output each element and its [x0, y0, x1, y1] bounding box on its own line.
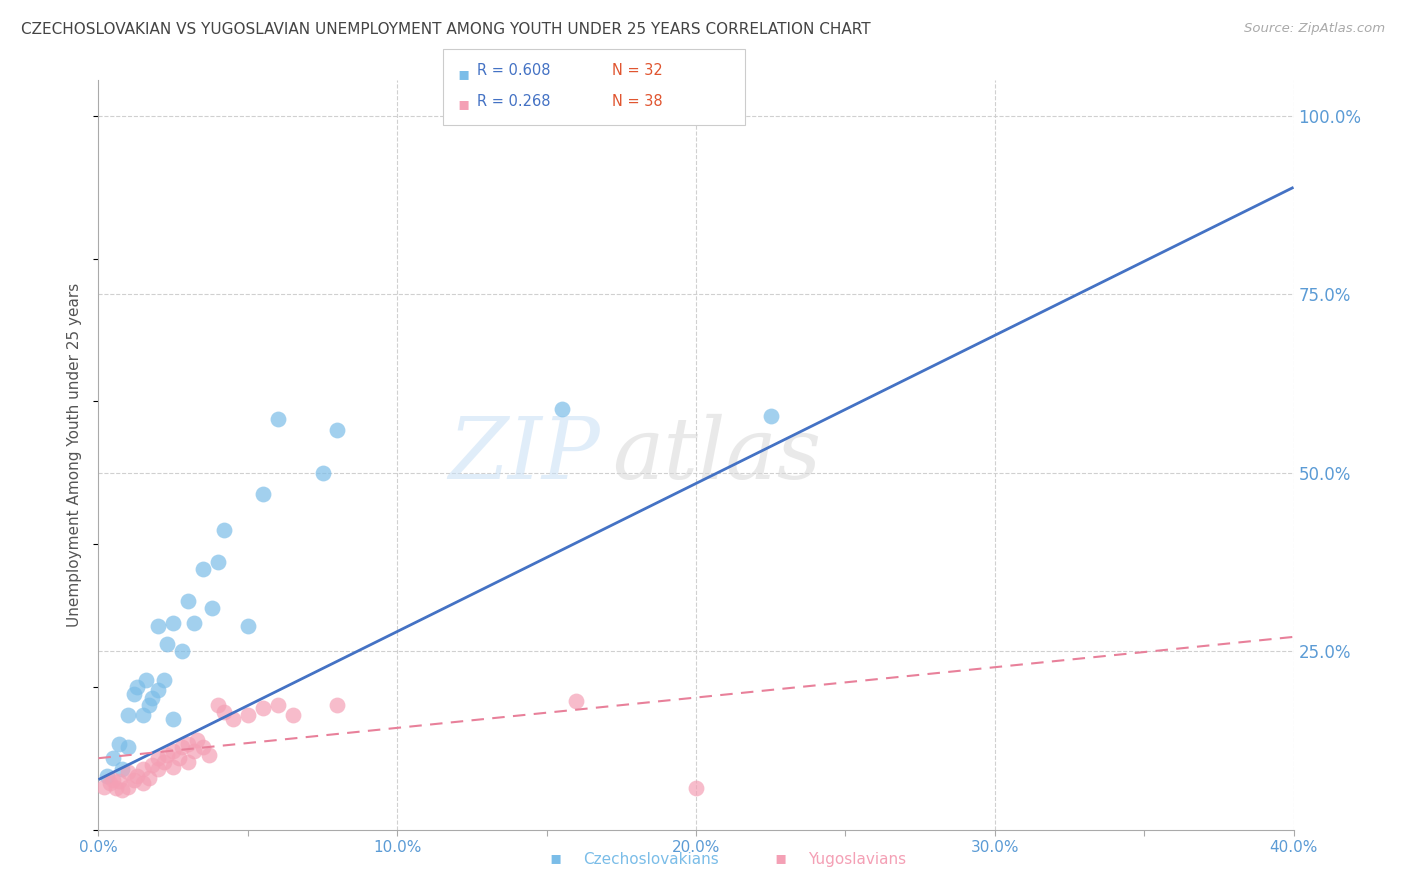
Point [191, 562, 214, 576]
Point [105, 781, 128, 796]
Point [236, 619, 259, 633]
Point [148, 683, 170, 698]
Point [103, 751, 125, 765]
Point [198, 747, 221, 762]
Point [236, 708, 259, 723]
Point [148, 751, 170, 765]
Point [96, 769, 118, 783]
Text: ▪: ▪ [457, 95, 470, 113]
Point [311, 466, 333, 480]
Text: ZIP: ZIP [449, 414, 600, 496]
Point [191, 740, 214, 755]
Point [177, 737, 200, 751]
Point [141, 758, 163, 772]
Point [132, 708, 155, 723]
Text: ▪: ▪ [457, 65, 470, 83]
Point [186, 733, 208, 747]
Point [135, 673, 157, 687]
Point [162, 615, 184, 630]
Point [117, 780, 139, 794]
Point [153, 755, 176, 769]
Point [124, 772, 146, 787]
Point [141, 690, 163, 705]
Point [212, 523, 235, 537]
Point [98, 776, 122, 790]
Text: ▪: ▪ [550, 849, 561, 867]
Point [148, 762, 170, 776]
Point [281, 708, 304, 723]
Point [111, 783, 134, 797]
Point [207, 698, 229, 712]
Point [172, 644, 194, 658]
Point [162, 712, 184, 726]
Point [252, 487, 274, 501]
Point [138, 698, 160, 712]
Point [127, 680, 149, 694]
Point [153, 673, 176, 687]
Point [148, 619, 170, 633]
Point [117, 708, 139, 723]
Point [326, 698, 349, 712]
Point [550, 401, 572, 416]
Point [177, 594, 200, 608]
Text: atlas: atlas [613, 414, 821, 496]
Point [167, 751, 190, 765]
Text: CZECHOSLOVAKIAN VS YUGOSLAVIAN UNEMPLOYMENT AMONG YOUTH UNDER 25 YEARS CORRELATI: CZECHOSLOVAKIAN VS YUGOSLAVIAN UNEMPLOYM… [21, 22, 870, 37]
Point [162, 760, 184, 774]
Point [111, 762, 134, 776]
Text: N = 32: N = 32 [612, 63, 662, 78]
Point [156, 747, 179, 762]
Text: R = 0.608: R = 0.608 [477, 63, 550, 78]
Point [132, 762, 155, 776]
Y-axis label: Unemployment Among Youth under 25 years: Unemployment Among Youth under 25 years [67, 283, 83, 627]
Text: Source: ZipAtlas.com: Source: ZipAtlas.com [1244, 22, 1385, 36]
Point [132, 776, 155, 790]
Point [162, 744, 184, 758]
Point [93, 780, 115, 794]
Point [117, 740, 139, 755]
Point [124, 687, 146, 701]
Point [326, 423, 349, 437]
Point [108, 774, 131, 789]
Point [267, 412, 290, 426]
Point [138, 771, 160, 785]
Point [565, 694, 588, 708]
Point [252, 701, 274, 715]
Point [103, 772, 125, 787]
Point [117, 765, 139, 780]
Point [183, 615, 205, 630]
Point [212, 705, 235, 719]
Point [183, 744, 205, 758]
Text: N = 38: N = 38 [612, 94, 662, 109]
Point [108, 737, 131, 751]
Point [177, 755, 200, 769]
Point [759, 409, 782, 423]
Point [201, 601, 224, 615]
Point [156, 637, 179, 651]
Point [685, 781, 707, 796]
Point [207, 555, 229, 569]
Point [172, 740, 194, 755]
Point [267, 698, 290, 712]
Text: Czechoslovakians: Czechoslovakians [583, 852, 720, 867]
Text: R = 0.268: R = 0.268 [477, 94, 550, 109]
Text: ▪: ▪ [775, 849, 786, 867]
Point [127, 769, 149, 783]
Text: Yugoslavians: Yugoslavians [808, 852, 907, 867]
Point [222, 712, 245, 726]
